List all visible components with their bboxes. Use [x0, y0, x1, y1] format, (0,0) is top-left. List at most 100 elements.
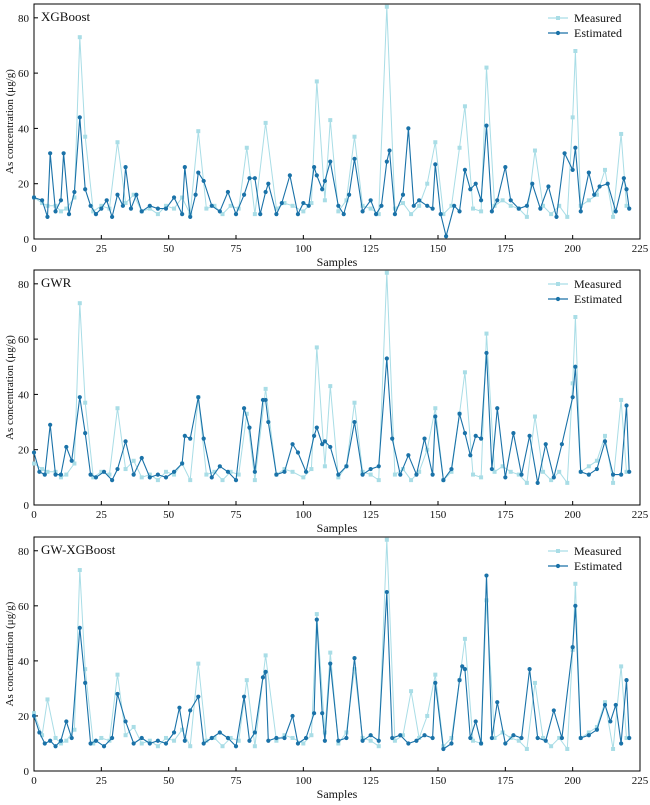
data-point-estimated — [182, 738, 187, 743]
data-point-estimated — [511, 733, 516, 738]
data-point-estimated — [147, 741, 152, 746]
data-point-estimated — [473, 719, 478, 724]
data-point-measured — [40, 201, 45, 206]
data-point-measured — [392, 738, 397, 743]
data-point-estimated — [171, 730, 177, 735]
data-point-estimated — [196, 694, 201, 699]
data-point-measured — [322, 198, 327, 203]
y-tick-label: 60 — [18, 334, 30, 346]
data-point-estimated — [193, 192, 198, 197]
data-point-estimated — [131, 741, 136, 746]
data-point-measured — [196, 661, 201, 666]
x-tick-label: 50 — [163, 509, 175, 521]
data-point-measured — [619, 664, 624, 669]
x-tick-label: 50 — [163, 243, 175, 255]
data-point-estimated — [110, 478, 115, 483]
data-point-measured — [328, 650, 333, 655]
y-tick-label: 20 — [18, 179, 30, 191]
data-point-measured — [619, 131, 624, 136]
data-point-estimated — [578, 735, 583, 741]
data-point-estimated — [83, 680, 88, 686]
data-point-measured — [492, 735, 497, 740]
data-point-estimated — [295, 450, 301, 455]
data-point-estimated — [387, 148, 392, 153]
data-point-estimated — [368, 733, 373, 738]
data-point-estimated — [519, 472, 524, 477]
data-point-estimated — [266, 181, 271, 186]
data-point-measured — [611, 480, 616, 485]
x-tick-label: 225 — [632, 243, 649, 255]
data-point-measured — [309, 467, 314, 472]
data-point-estimated — [314, 617, 319, 622]
x-tick-label: 25 — [96, 509, 108, 521]
data-point-measured — [99, 735, 104, 740]
data-point-estimated — [282, 735, 287, 741]
data-point-estimated — [368, 466, 373, 472]
data-point-measured — [602, 700, 607, 705]
data-point-measured — [425, 713, 430, 718]
data-point-estimated — [392, 212, 398, 217]
data-point-estimated — [241, 406, 247, 411]
x-tick-label: 50 — [163, 775, 175, 787]
x-tick-label: 200 — [564, 243, 581, 255]
data-point-measured — [314, 79, 319, 84]
y-tick-label: 0 — [24, 500, 30, 512]
data-point-estimated — [252, 176, 257, 181]
data-point-estimated — [201, 178, 206, 184]
x-tick-label: 0 — [31, 509, 37, 521]
data-point-measured — [172, 206, 177, 211]
data-point-measured — [163, 735, 168, 740]
data-point-estimated — [303, 469, 309, 474]
data-point-measured — [479, 209, 484, 214]
data-point-estimated — [274, 735, 279, 741]
data-point-estimated — [64, 444, 69, 450]
data-point-estimated — [314, 425, 319, 430]
data-point-estimated — [241, 694, 247, 699]
data-point-measured — [557, 469, 562, 474]
x-tick-label: 225 — [632, 775, 649, 787]
data-point-measured — [244, 411, 249, 416]
data-point-estimated — [31, 713, 37, 719]
data-point-measured — [586, 464, 591, 469]
data-point-measured — [602, 433, 607, 438]
data-point-estimated — [147, 203, 152, 208]
series-measured — [32, 4, 629, 219]
data-point-measured — [570, 381, 575, 386]
data-point-estimated — [597, 184, 602, 189]
data-point-measured — [376, 478, 381, 483]
data-point-measured — [228, 203, 233, 208]
data-point-estimated — [258, 212, 263, 217]
data-point-estimated — [462, 667, 468, 672]
data-point-measured — [508, 203, 513, 208]
data-point-measured — [53, 203, 58, 208]
data-point-measured — [64, 206, 69, 211]
data-point-measured — [263, 653, 268, 658]
data-point-measured — [91, 475, 96, 480]
data-point-estimated — [627, 735, 632, 741]
series-estimated — [31, 350, 632, 485]
data-point-estimated — [209, 203, 214, 208]
data-point-estimated — [551, 708, 556, 713]
legend-marker-estimated — [555, 296, 561, 302]
data-point-estimated — [314, 173, 319, 178]
x-tick-label: 150 — [430, 775, 447, 787]
data-point-measured — [328, 118, 333, 123]
x-tick-label: 175 — [497, 243, 514, 255]
x-tick-label: 100 — [295, 509, 312, 521]
data-point-estimated — [613, 702, 618, 708]
data-point-estimated — [287, 173, 292, 178]
data-point-measured — [344, 198, 349, 203]
data-point-measured — [172, 738, 177, 743]
data-point-estimated — [503, 741, 508, 746]
data-point-estimated — [347, 192, 352, 197]
data-point-measured — [352, 667, 357, 672]
legend-label-estimated: Estimated — [574, 26, 622, 40]
data-point-estimated — [422, 733, 427, 738]
data-point-estimated — [110, 214, 115, 219]
data-point-measured — [336, 741, 341, 746]
data-point-estimated — [274, 472, 279, 477]
data-point-measured — [188, 744, 193, 749]
data-point-estimated — [503, 165, 508, 170]
data-point-estimated — [110, 735, 115, 741]
